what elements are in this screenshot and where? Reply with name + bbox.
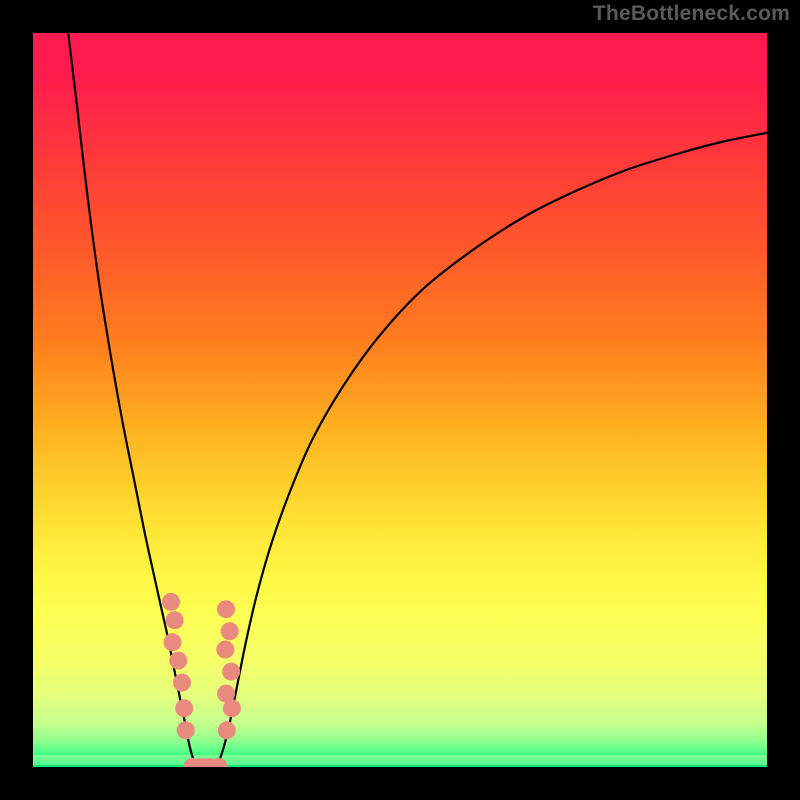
chart-container: TheBottleneck.com	[0, 0, 800, 800]
baseline-band	[33, 755, 767, 765]
plot-background	[33, 33, 767, 767]
marker-left	[166, 611, 184, 629]
marker-right	[222, 663, 240, 681]
marker-right	[223, 699, 241, 717]
marker-left	[163, 633, 181, 651]
marker-left	[162, 593, 180, 611]
chart-svg	[0, 0, 800, 800]
marker-left	[169, 652, 187, 670]
marker-left	[173, 674, 191, 692]
marker-left	[175, 699, 193, 717]
marker-right	[217, 600, 235, 618]
marker-left	[177, 721, 195, 739]
marker-right	[216, 641, 234, 659]
marker-right	[221, 622, 239, 640]
marker-right	[218, 721, 236, 739]
watermark-label: TheBottleneck.com	[593, 2, 790, 26]
